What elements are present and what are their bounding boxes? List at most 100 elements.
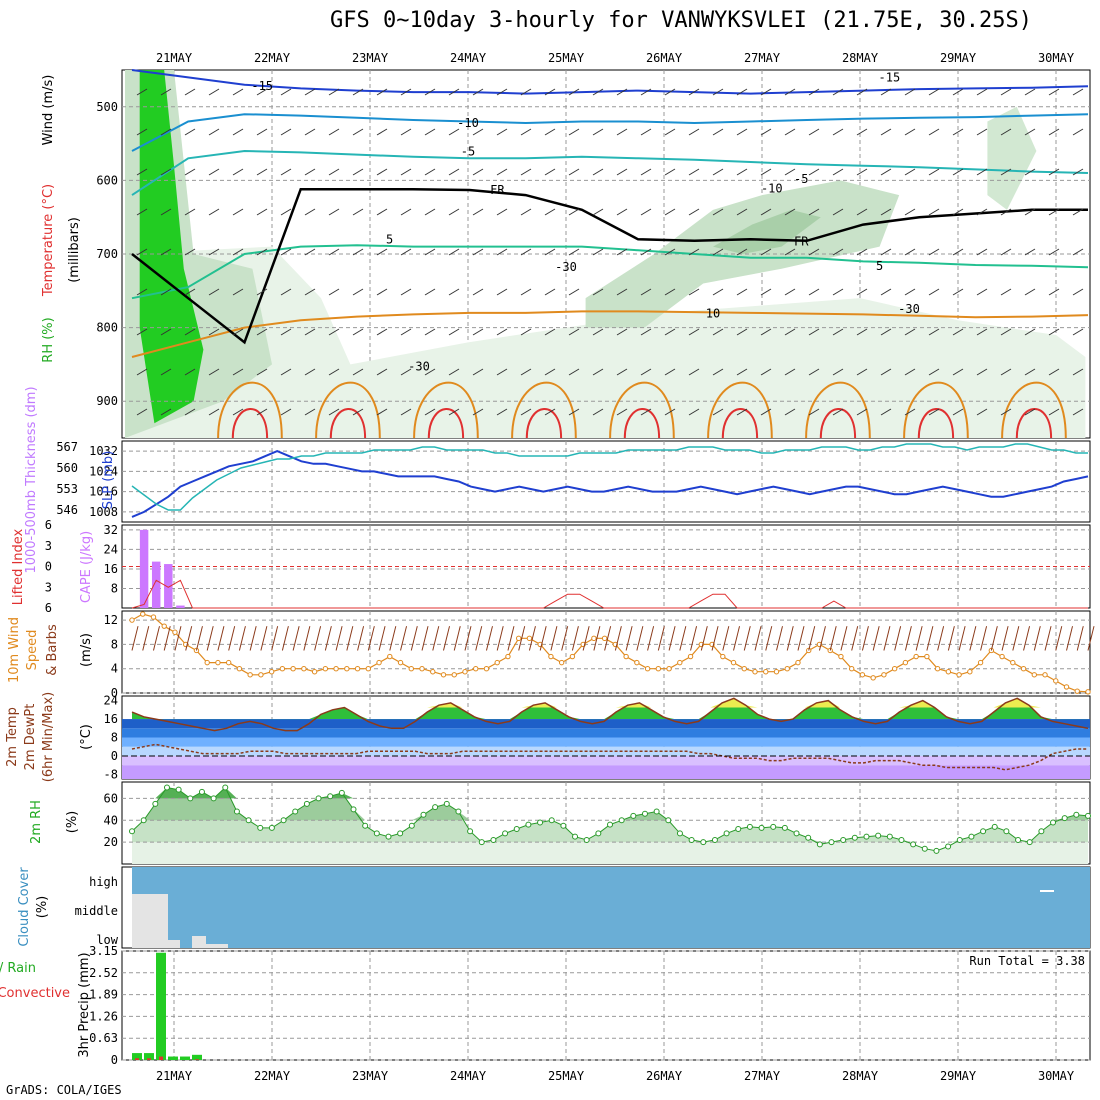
wind-barb <box>832 368 844 376</box>
slp-tick: 1032 <box>89 444 118 458</box>
precip-tick: 3.15 <box>89 944 118 958</box>
wind-barb <box>856 88 868 96</box>
wind-barb <box>1072 208 1084 216</box>
wind-barb <box>304 88 316 96</box>
wind-barb <box>136 88 148 96</box>
rh-point <box>292 808 299 815</box>
wind-barb <box>880 328 892 336</box>
li-tick: 3 <box>45 580 52 594</box>
wind-barb <box>376 368 388 376</box>
wind-barb <box>616 248 628 256</box>
wind-barb <box>496 328 508 336</box>
wind-barb <box>736 288 748 296</box>
wind-barb <box>808 368 820 376</box>
wind-speed-point <box>634 659 640 666</box>
wind-barb <box>424 328 436 336</box>
wind-barb <box>184 128 196 136</box>
wind-barb <box>688 408 700 416</box>
wind-barb <box>232 88 244 96</box>
wind-axis-label-2: Speed <box>25 630 40 671</box>
wind-barb <box>1024 328 1036 336</box>
wind-barb <box>256 248 268 256</box>
wind-barb <box>160 208 172 216</box>
wind-barb <box>544 248 556 256</box>
temp-tick: 16 <box>104 712 118 726</box>
rh-point <box>1085 812 1091 819</box>
wind-speed-point <box>408 666 414 672</box>
wind-barb <box>880 128 892 136</box>
slp-tick: 1016 <box>89 485 118 499</box>
temp-tick: 24 <box>104 694 118 708</box>
wind-barb <box>952 208 964 216</box>
li-tick: 6 <box>45 518 52 532</box>
wind-barb <box>784 368 796 376</box>
wind-speed-point <box>967 669 973 675</box>
top-day-label: 22MAY <box>254 51 291 65</box>
wind-barb <box>592 208 604 216</box>
wind-barb <box>832 88 844 96</box>
wind-barb <box>712 128 724 136</box>
rh-point <box>245 817 252 824</box>
rh-shade-4 <box>139 70 204 424</box>
wind-speed-point <box>687 653 694 660</box>
cloud-axis-label-1: Cloud Cover <box>17 867 32 947</box>
wind-barb <box>1000 208 1012 216</box>
wind-barb <box>784 328 796 336</box>
rh-point <box>502 830 509 837</box>
surface-wind-barb <box>464 626 472 651</box>
cape-tick: 16 <box>104 562 118 576</box>
surface-wind-barb <box>443 626 450 651</box>
cape-tick: 8 <box>111 581 118 595</box>
top-day-label: 28MAY <box>842 51 879 65</box>
wind-barb <box>856 128 868 136</box>
rh-tick: 20 <box>104 835 118 849</box>
contour-label: -30 <box>898 302 920 316</box>
surface-wind-barb <box>947 626 955 651</box>
wind-speed-point <box>526 635 533 642</box>
wind-barb <box>1000 328 1012 336</box>
surface-wind-barb <box>657 626 665 651</box>
wind-barb <box>496 288 508 296</box>
wind-barb <box>256 408 268 416</box>
wind-barb <box>880 208 892 216</box>
surface-wind-barb <box>904 626 912 651</box>
top-day-label: 24MAY <box>450 51 487 65</box>
wind-barb <box>544 408 556 416</box>
surface-wind-barb <box>550 626 558 651</box>
isotherm-20-loop <box>623 408 661 439</box>
cloud-level-label: low <box>96 933 118 947</box>
surface-wind-barb <box>346 626 354 651</box>
wind-barb <box>1072 128 1084 136</box>
wind-speed-point <box>999 653 1005 660</box>
precip-total-bar <box>168 1056 178 1060</box>
wind-speed-point <box>279 666 286 672</box>
wind-barb <box>880 368 892 376</box>
legend-wind: Wind (m/s) <box>41 75 56 146</box>
wind-axis-label-3: & Barbs <box>45 624 60 676</box>
wind-barb <box>1024 168 1036 176</box>
wind-speed-point <box>558 659 565 666</box>
wind-barb <box>664 128 676 136</box>
wind-barb <box>472 208 484 216</box>
bottom-day-label: 30MAY <box>1038 1069 1075 1083</box>
surface-wind-barb <box>357 626 365 651</box>
wind-barb <box>808 208 820 216</box>
wind-barb <box>736 328 748 336</box>
wind-barb <box>496 128 508 136</box>
isotherm-20-loop <box>819 408 857 439</box>
surface-wind-barb <box>228 626 236 651</box>
precip-total-bar <box>192 1054 202 1060</box>
wind-speed-point <box>666 666 672 672</box>
wind-barb <box>400 88 412 96</box>
rh-point <box>129 828 135 835</box>
wind-barb <box>784 208 796 216</box>
isotherm-15-loop <box>707 381 773 439</box>
isotherm-20-loop <box>329 408 367 439</box>
rh-point <box>420 811 427 818</box>
wind-barb <box>976 288 988 296</box>
panel-wind <box>121 610 1091 694</box>
wind-barb <box>472 288 484 296</box>
surface-wind-barb <box>1023 626 1031 651</box>
surface-wind-barb <box>453 626 461 651</box>
